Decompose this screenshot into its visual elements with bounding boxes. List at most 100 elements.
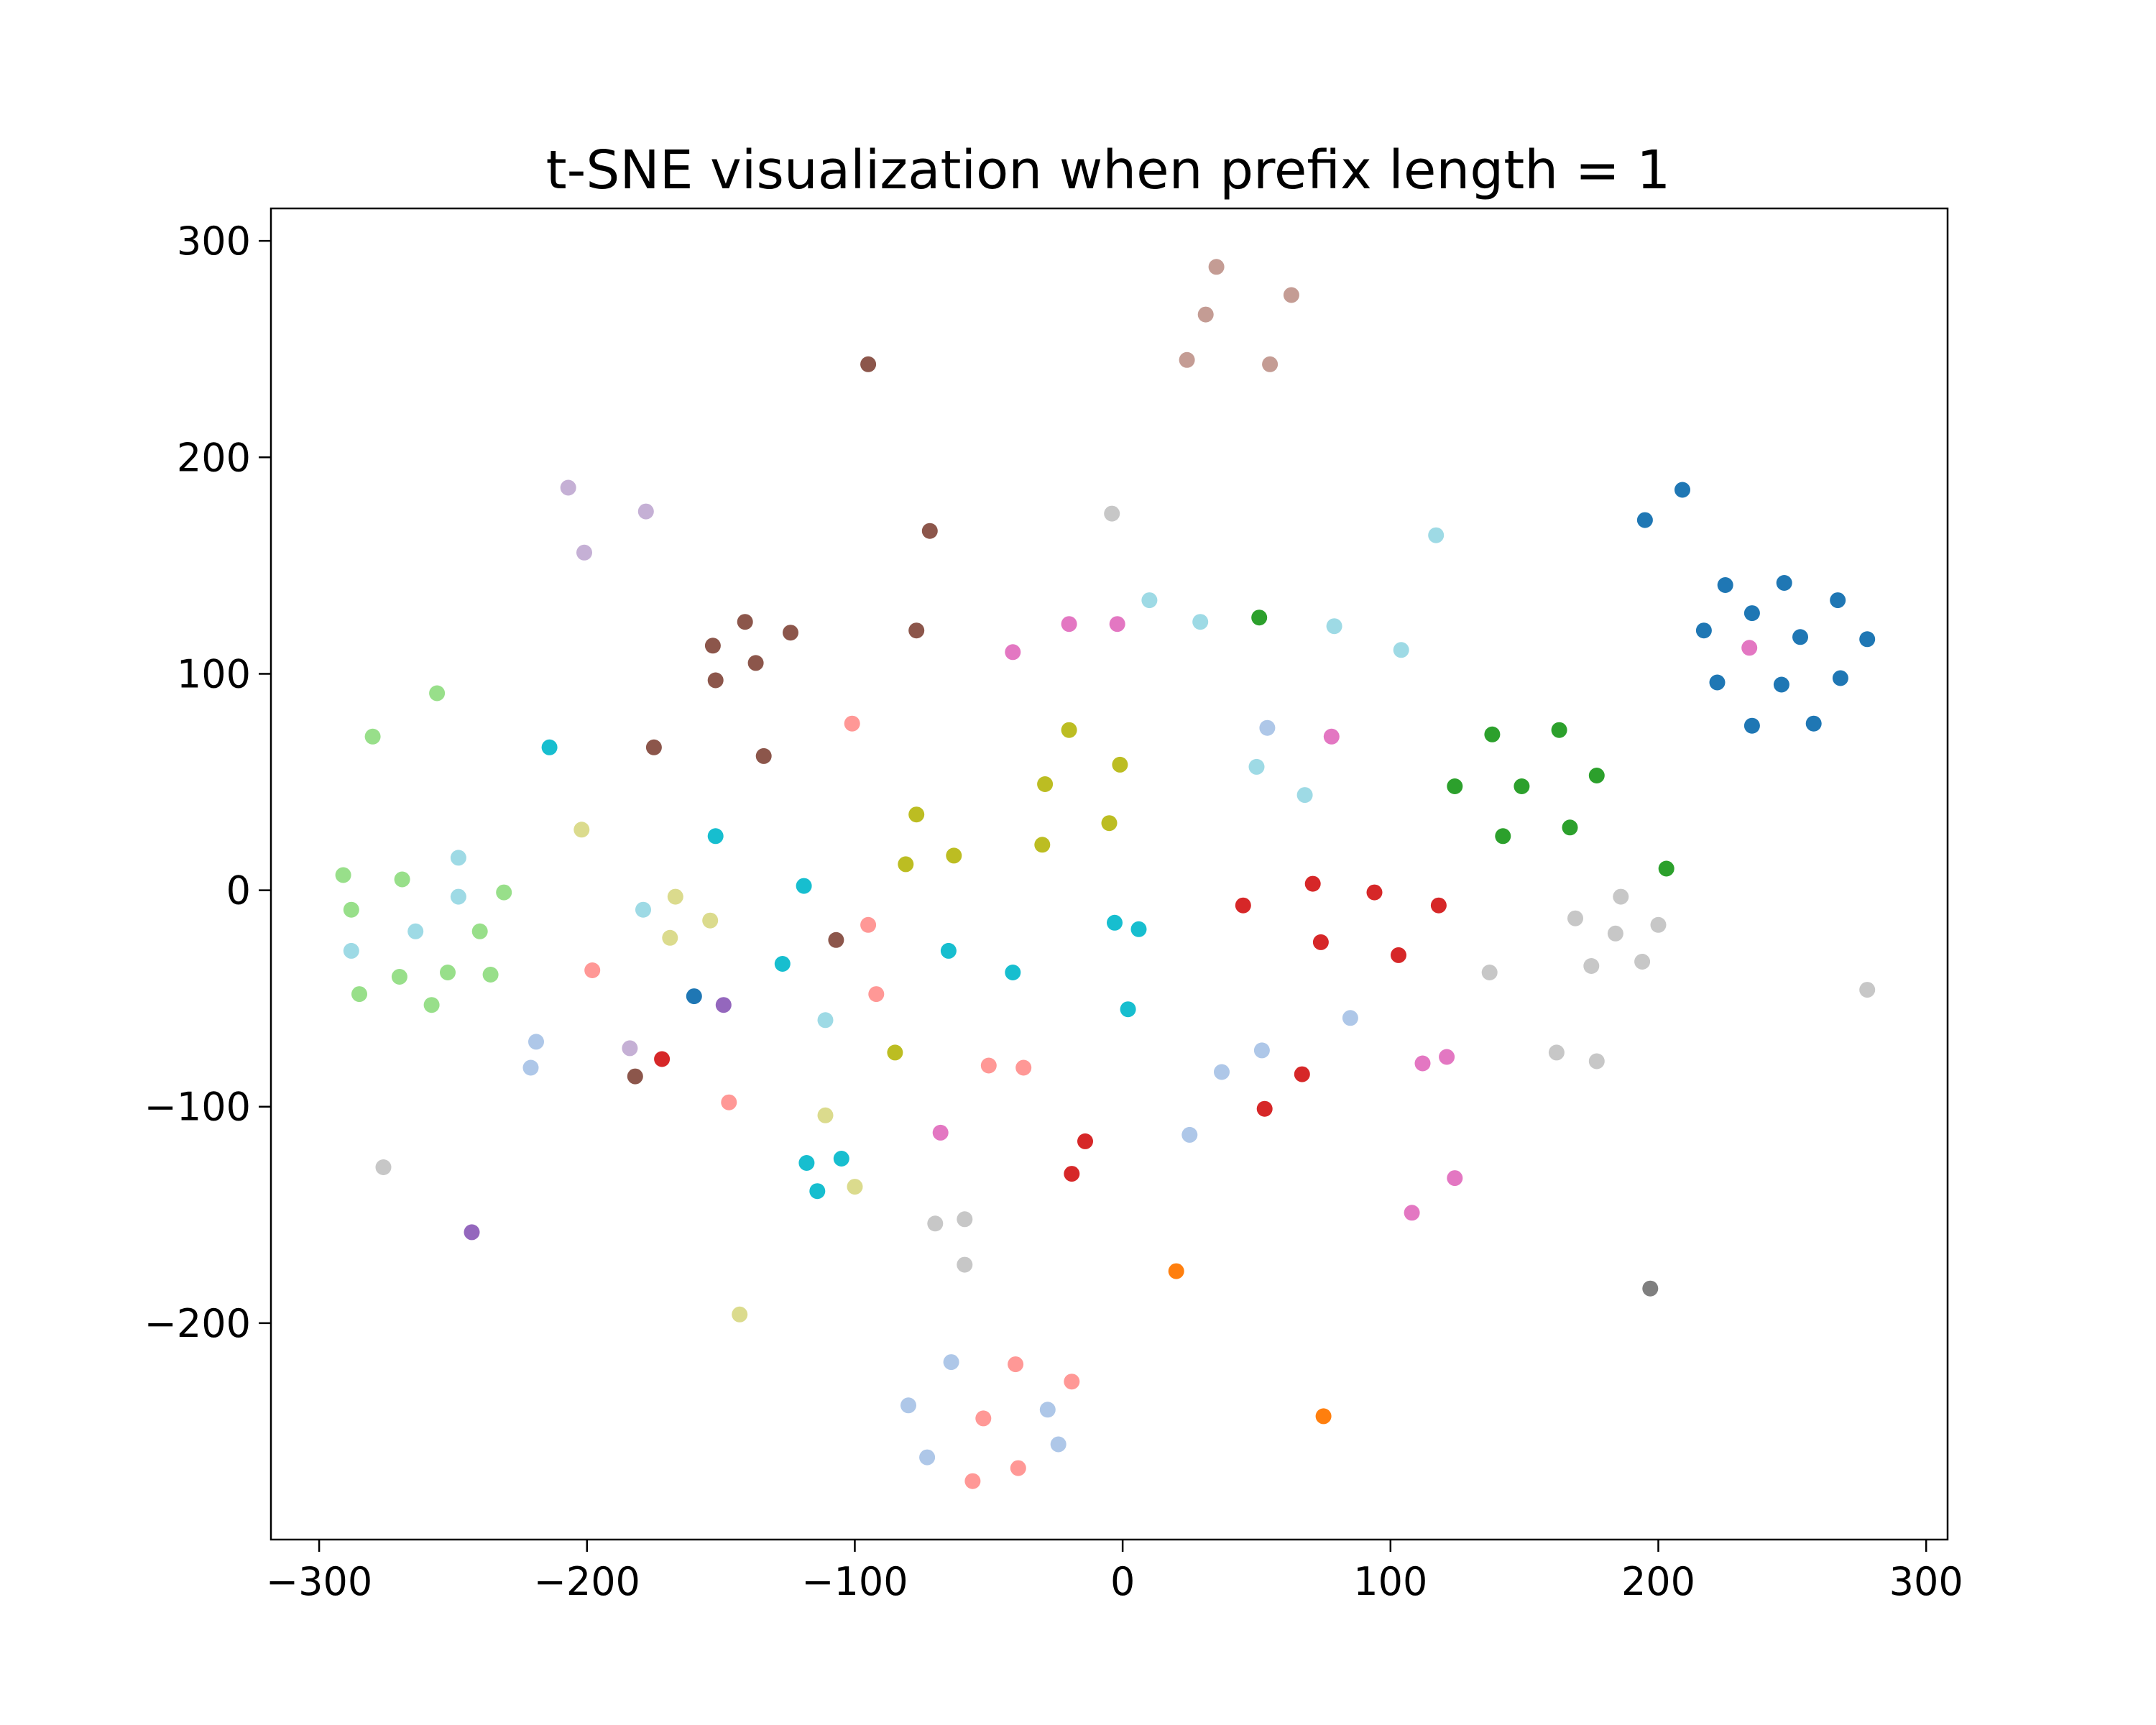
data-point-137 [1064, 1374, 1080, 1390]
data-point-129 [844, 715, 860, 732]
data-point-138 [975, 1410, 992, 1427]
data-point-118 [364, 728, 381, 745]
data-point-85 [1197, 306, 1214, 323]
chart-title: t-SNE visualization when prefix length =… [546, 139, 1671, 201]
y-tick-label: 100 [177, 651, 251, 696]
data-point-51 [1061, 616, 1077, 632]
data-point-148 [1104, 505, 1120, 522]
data-point-29 [1430, 897, 1447, 914]
data-point-19 [1551, 722, 1567, 738]
data-point-37 [715, 997, 732, 1013]
data-point-23 [1495, 828, 1511, 845]
data-point-117 [429, 685, 446, 702]
data-point-41 [908, 622, 925, 639]
data-point-57 [1439, 1049, 1455, 1065]
data-point-114 [919, 1449, 936, 1466]
data-point-28 [1235, 897, 1251, 914]
data-point-55 [1741, 640, 1758, 656]
data-point-78 [1005, 965, 1021, 980]
data-point-109 [1181, 1126, 1198, 1143]
data-point-71 [541, 739, 558, 755]
data-point-74 [1107, 914, 1123, 931]
x-tick-label: 300 [1889, 1559, 1963, 1604]
data-point-110 [528, 1034, 544, 1050]
data-point-134 [1015, 1059, 1032, 1076]
data-point-59 [1404, 1205, 1420, 1221]
data-point-108 [1214, 1064, 1230, 1080]
data-point-142 [667, 888, 683, 905]
data-point-22 [1588, 768, 1605, 783]
data-point-1 [1674, 482, 1690, 498]
data-point-33 [1256, 1100, 1273, 1117]
data-point-140 [964, 1473, 981, 1489]
data-point-87 [1262, 356, 1279, 372]
data-point-143 [702, 912, 719, 929]
data-point-16 [1315, 1408, 1332, 1425]
data-point-20 [1447, 778, 1463, 794]
data-point-3 [1743, 605, 1760, 622]
data-point-120 [394, 871, 410, 888]
data-point-0 [1636, 512, 1653, 528]
data-point-96 [1393, 642, 1409, 658]
data-point-35 [1064, 1166, 1080, 1182]
data-point-89 [637, 503, 654, 520]
data-point-70 [887, 1044, 903, 1061]
data-point-50 [627, 1068, 643, 1085]
data-point-133 [980, 1057, 997, 1074]
data-point-65 [908, 806, 925, 823]
data-point-147 [732, 1306, 748, 1322]
data-point-38 [464, 1224, 480, 1241]
data-point-136 [1008, 1356, 1024, 1373]
data-point-95 [1326, 618, 1342, 635]
data-point-90 [576, 544, 592, 561]
data-point-24 [1562, 819, 1578, 836]
data-point-94 [1192, 614, 1209, 630]
data-point-122 [343, 901, 359, 918]
x-tick-label: −100 [801, 1559, 908, 1604]
y-tick-label: −100 [144, 1085, 251, 1130]
data-point-2 [1717, 577, 1733, 593]
data-point-105 [1259, 719, 1276, 736]
data-point-150 [1567, 910, 1583, 926]
data-point-144 [662, 929, 678, 946]
data-point-91 [622, 1040, 638, 1057]
data-point-158 [1588, 1053, 1605, 1070]
data-point-149 [1613, 888, 1629, 905]
data-point-34 [1077, 1133, 1093, 1149]
data-point-6 [1695, 622, 1712, 639]
y-axis: −200 −100 0 100 200 300 [144, 218, 271, 1346]
data-point-125 [482, 967, 499, 983]
data-point-107 [1253, 1042, 1270, 1059]
data-point-159 [375, 1159, 392, 1175]
data-point-68 [946, 847, 962, 864]
data-point-73 [796, 878, 812, 894]
data-point-131 [584, 962, 601, 978]
data-point-92 [1428, 527, 1445, 543]
data-point-47 [645, 739, 662, 755]
data-point-98 [1296, 787, 1313, 804]
data-point-54 [1323, 728, 1340, 745]
data-point-8 [1859, 631, 1876, 648]
data-point-9 [1709, 674, 1726, 691]
data-point-18 [1484, 726, 1501, 742]
data-point-162 [957, 1256, 973, 1273]
data-point-104 [817, 1012, 834, 1029]
data-point-32 [1294, 1066, 1310, 1082]
data-point-112 [943, 1354, 959, 1371]
data-point-156 [1859, 982, 1876, 998]
data-point-5 [1830, 592, 1846, 609]
data-point-13 [1805, 715, 1822, 732]
data-point-100 [635, 901, 651, 918]
data-point-15 [1168, 1263, 1184, 1279]
data-point-11 [1832, 670, 1848, 686]
x-tick-label: 0 [1110, 1559, 1135, 1604]
data-point-141 [573, 822, 590, 838]
data-point-119 [335, 867, 351, 883]
data-point-135 [721, 1094, 737, 1110]
data-point-75 [1130, 921, 1147, 937]
data-point-31 [1391, 947, 1406, 963]
data-point-80 [798, 1155, 815, 1171]
data-point-103 [343, 942, 359, 959]
data-point-62 [1061, 722, 1077, 738]
data-point-26 [1304, 875, 1321, 892]
